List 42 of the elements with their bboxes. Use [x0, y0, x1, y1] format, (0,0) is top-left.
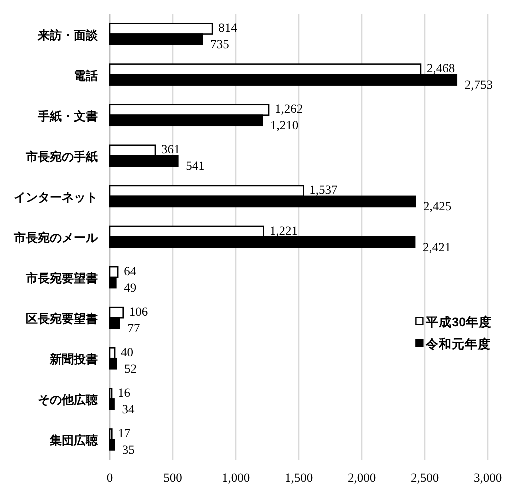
data-label: 35: [122, 442, 135, 457]
x-tick-label: 1,000: [222, 471, 250, 485]
data-label: 735: [210, 38, 230, 52]
y-tick-label: 新聞投書: [49, 352, 98, 367]
y-tick-label: 市長宛の手紙: [25, 150, 98, 164]
data-label: 17: [118, 426, 131, 440]
data-label: 2,753: [464, 78, 494, 92]
y-tick-label: 電話: [74, 68, 98, 83]
y-tick-label: 来訪・面談: [37, 28, 99, 42]
data-label: 361: [161, 142, 180, 157]
data-label: 2,468: [426, 62, 456, 76]
data-label: 64: [124, 264, 138, 278]
data-label: 16: [118, 386, 131, 400]
y-tick-label: インターネット: [14, 190, 98, 204]
y-tick-label: 市長宛要望書: [25, 272, 98, 286]
data-label: 77: [128, 321, 140, 336]
data-label: 2,421: [423, 240, 452, 254]
legend-label: 令和元年度: [425, 336, 492, 352]
data-label: 52: [124, 362, 138, 376]
y-tick-label: 区長宛要望書: [26, 312, 98, 326]
data-label: 49: [124, 280, 137, 295]
x-tick-label: 3,000: [474, 471, 502, 485]
data-label: 40: [121, 345, 134, 360]
data-label: 1,537: [310, 183, 338, 198]
y-tick-label: その他広聴: [38, 393, 99, 408]
y-tick-label: 集団広聴: [49, 434, 99, 448]
y-tick-label: 手紙・文書: [37, 109, 98, 124]
data-label: 1,262: [275, 102, 304, 116]
x-tick-label: 2,500: [410, 471, 440, 485]
y-tick-label: 市長宛のメール: [13, 231, 99, 245]
data-label: 34: [122, 402, 136, 416]
data-label: 106: [129, 304, 148, 319]
data-label: 2,425: [424, 200, 452, 214]
x-tick-label: 1,500: [284, 471, 314, 485]
data-label: 1,210: [270, 118, 299, 133]
data-label: 814: [218, 21, 238, 36]
legend-label: 平成30年度: [425, 314, 492, 330]
data-label: 1,221: [270, 224, 298, 238]
x-tick-label: 0: [106, 471, 114, 485]
x-tick-label: 500: [164, 471, 182, 485]
data-label: 541: [186, 159, 205, 174]
x-tick-label: 2,000: [348, 471, 376, 485]
